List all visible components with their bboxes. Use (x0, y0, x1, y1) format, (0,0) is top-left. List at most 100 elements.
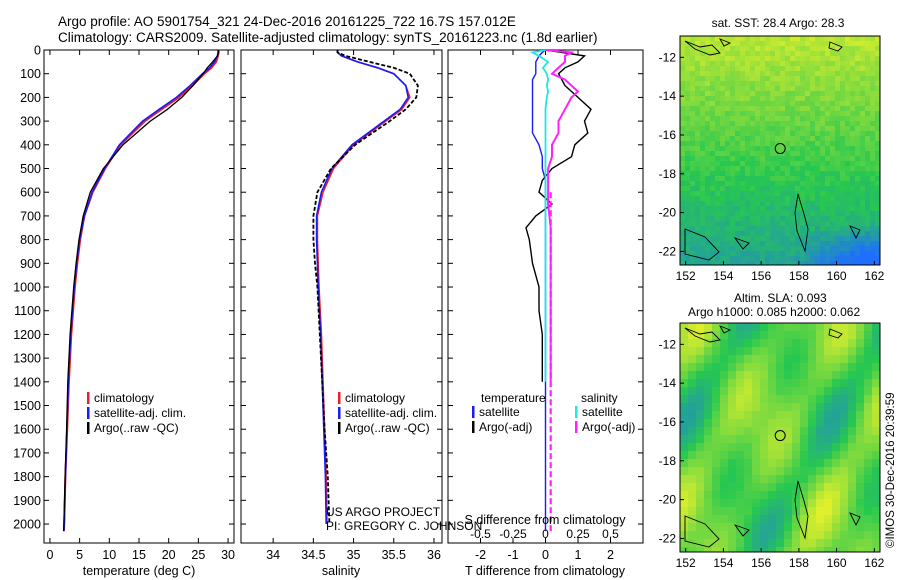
map-cell (865, 136, 871, 142)
map-cell (730, 96, 736, 102)
map-cell (744, 323, 753, 332)
map-cell (760, 387, 769, 396)
map-cell (680, 36, 686, 42)
map-cell (805, 181, 811, 187)
map-cell (744, 531, 753, 540)
map-cell (710, 201, 716, 207)
map-cell (845, 261, 851, 265)
map-cell (840, 36, 846, 42)
map-cell (768, 403, 777, 412)
map-cell (825, 186, 831, 192)
map-cell (850, 261, 856, 265)
map-cell (696, 483, 705, 492)
map-cell (740, 216, 746, 222)
map-cell (710, 141, 716, 147)
map-cell (845, 81, 851, 87)
map-cell (710, 161, 716, 167)
map-cell (680, 323, 689, 332)
map-cell (690, 91, 696, 97)
map-cell (816, 411, 825, 420)
map-cell (755, 196, 761, 202)
map-cell (870, 221, 876, 227)
map-cell (700, 201, 706, 207)
map-cell (710, 256, 716, 262)
map-cell (720, 206, 726, 212)
map-cell (830, 96, 836, 102)
map-cell (750, 186, 756, 192)
map-cell (792, 483, 801, 492)
map-cell (800, 61, 806, 67)
map-cell (780, 36, 786, 42)
map-cell (830, 191, 836, 197)
map-cell (795, 221, 801, 227)
map-cell (735, 136, 741, 142)
map-cell (690, 126, 696, 132)
map-cell (840, 419, 849, 428)
map-cell (685, 181, 691, 187)
map-cell (860, 191, 866, 197)
map-cell (816, 427, 825, 436)
map-cell (730, 196, 736, 202)
map-cell (735, 131, 741, 137)
map-cell (744, 387, 753, 396)
map-cell (710, 126, 716, 132)
map-cell (720, 91, 726, 97)
map-cell (830, 51, 836, 57)
map-cell (744, 443, 753, 452)
map-cell (800, 256, 806, 262)
map-cell (735, 216, 741, 222)
map-cell (795, 46, 801, 52)
map-cell (810, 126, 816, 132)
map-cell (845, 126, 851, 132)
map-cell (730, 106, 736, 112)
map-cell (855, 81, 861, 87)
map-cell (765, 141, 771, 147)
map-cell (720, 515, 729, 524)
map-cell (784, 507, 793, 516)
map-cell (685, 176, 691, 182)
map-cell (704, 475, 713, 484)
map-cell (864, 363, 873, 372)
map-cell (848, 403, 857, 412)
map-cell (750, 36, 756, 42)
map-cell (805, 161, 811, 167)
map-cell (740, 236, 746, 242)
map-cell (860, 256, 866, 262)
map-cell (870, 256, 876, 262)
map-cell (856, 507, 865, 516)
map-cell (875, 191, 880, 197)
map-cell (855, 186, 861, 192)
map-cell (835, 156, 841, 162)
map-cell (784, 323, 793, 332)
map-cell (680, 499, 689, 508)
map-cell (750, 131, 756, 137)
map-cell (696, 539, 705, 548)
map-cell (750, 171, 756, 177)
map-cell (855, 206, 861, 212)
map-cell (736, 499, 745, 508)
map-cell (816, 523, 825, 532)
map-cell (744, 379, 753, 388)
map-cell (808, 363, 817, 372)
map-cell (768, 491, 777, 500)
map-cell (696, 491, 705, 500)
map-cell (745, 146, 751, 152)
map-cell (840, 106, 846, 112)
map-cell (695, 191, 701, 197)
map-cell (690, 236, 696, 242)
map-cell (730, 126, 736, 132)
map-cell (695, 216, 701, 222)
map-cell (776, 355, 785, 364)
map-cell (800, 116, 806, 122)
map-cell (790, 231, 796, 237)
map-cell (875, 221, 880, 227)
map-cell (725, 176, 731, 182)
map-cell (795, 241, 801, 247)
map-cell (865, 216, 871, 222)
map-cell (685, 81, 691, 87)
map-cell (835, 111, 841, 117)
map-cell (825, 131, 831, 137)
s-tick-label: 0 (542, 527, 549, 541)
map-cell (815, 101, 821, 107)
map-cell (870, 106, 876, 112)
